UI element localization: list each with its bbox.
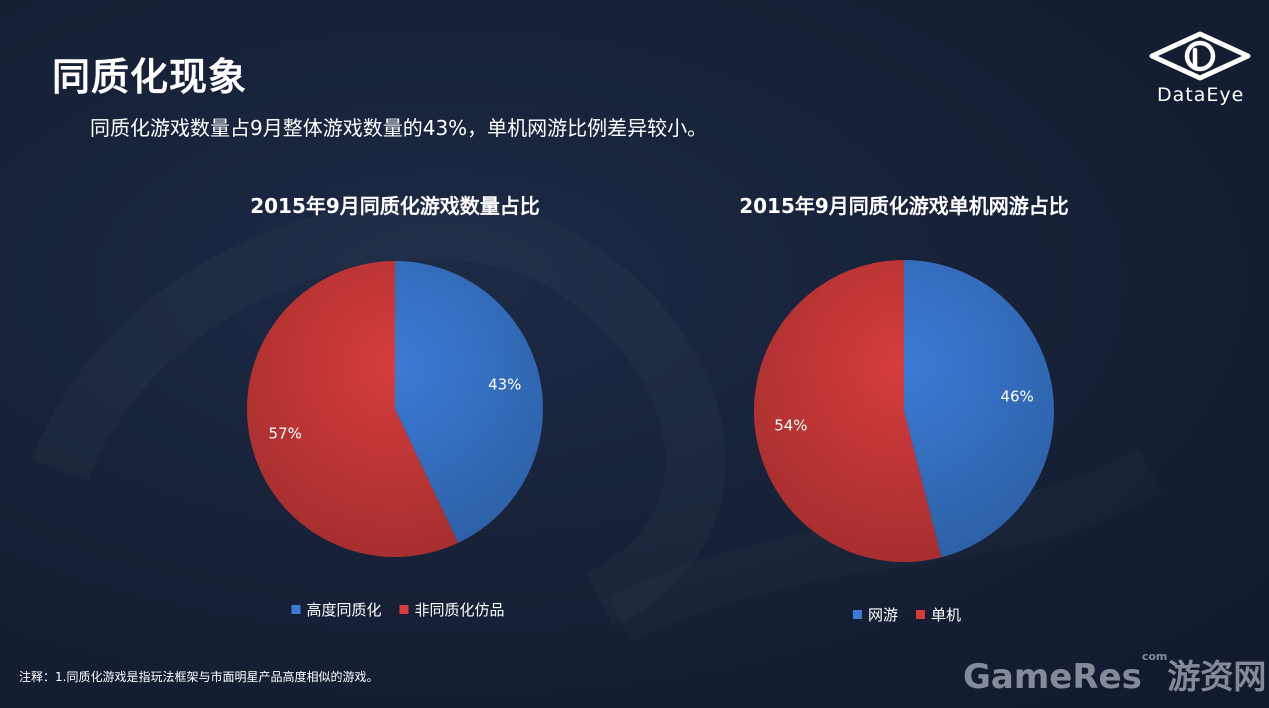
page-subtitle: 同质化游戏数量占9月整体游戏数量的43%，单机网游比例差异较小。 (90, 116, 708, 140)
legend-swatch (291, 605, 301, 614)
footnote: 注释：1.同质化游戏是指玩法框架与市面明星产品高度相似的游戏。 (19, 670, 379, 684)
legend-item: 网游 (852, 604, 898, 625)
page-title: 同质化现象 (52, 55, 248, 99)
legend-label: 非同质化仿品 (414, 601, 505, 619)
legend-label: 单机 (931, 606, 962, 624)
legend-item: 高度同质化 (291, 599, 382, 620)
legend-label: 高度同质化 (306, 601, 382, 619)
chart-legend: 高度同质化 非同质化仿品 (282, 599, 513, 620)
pie-data-label: 43% (488, 375, 521, 393)
watermark-latin: GameRes (963, 657, 1142, 697)
pie-data-label: 54% (774, 416, 807, 434)
watermark: GameRescom游资网 (963, 650, 1266, 698)
dataeye-logo-text: DataEye (1157, 84, 1245, 106)
legend-item: 非同质化仿品 (399, 599, 505, 620)
watermark-small: com (1141, 650, 1168, 663)
chart-title: 2015年9月同质化游戏数量占比 (250, 194, 540, 218)
dataeye-eye-icon (1149, 31, 1251, 81)
pie-shading (247, 261, 543, 557)
legend-label: 网游 (867, 606, 898, 624)
pie-shading (754, 260, 1054, 562)
legend-swatch (916, 610, 925, 619)
legend-item: 单机 (916, 604, 961, 625)
legend-swatch (399, 605, 409, 614)
chart-legend: 网游 单机 (844, 604, 970, 625)
pie-data-label: 57% (269, 425, 302, 443)
pie-data-label: 46% (1000, 388, 1033, 406)
dataeye-logo: DataEye (1145, 30, 1255, 110)
legend-swatch (852, 610, 862, 619)
watermark-cn: 游资网 (1167, 657, 1267, 696)
chart-title: 2015年9月同质化游戏单机网游占比 (739, 194, 1069, 218)
